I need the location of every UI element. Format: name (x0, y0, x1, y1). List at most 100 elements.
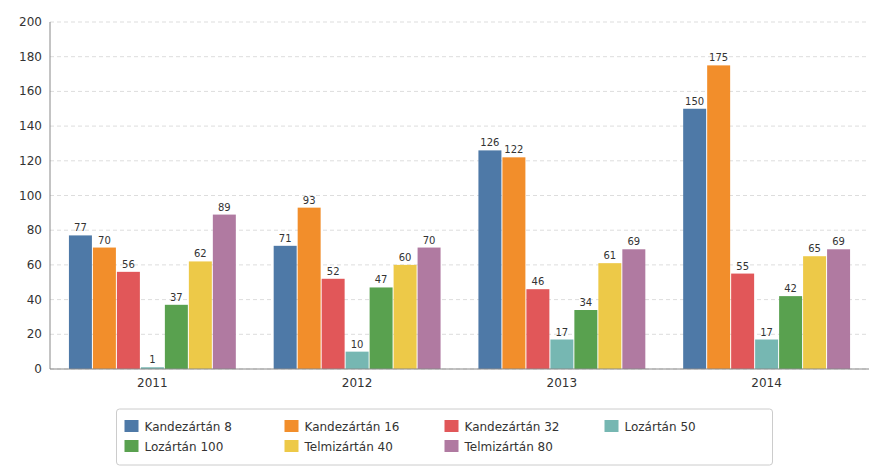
bar (274, 246, 297, 369)
grid-line (50, 195, 869, 196)
data-label: 52 (327, 266, 340, 277)
grid (50, 22, 869, 369)
bar (189, 261, 212, 369)
data-label: 17 (760, 327, 773, 338)
bar (526, 289, 549, 369)
bar (502, 157, 525, 369)
legend-swatch (285, 420, 299, 432)
data-label: 89 (218, 202, 231, 213)
data-label: 61 (603, 250, 616, 261)
data-label: 37 (170, 292, 183, 303)
y-tick-label: 0 (34, 362, 42, 376)
grid-line (50, 369, 869, 370)
bar (165, 305, 188, 369)
data-label: 65 (808, 243, 821, 254)
bar (117, 272, 140, 369)
bar (598, 263, 621, 369)
x-tick-label: 2011 (137, 376, 168, 390)
legend-frame (117, 409, 773, 465)
bar (755, 340, 778, 369)
bars (69, 65, 850, 369)
x-axis-line (50, 369, 869, 370)
y-tick-label: 160 (19, 84, 42, 98)
x-tick-label: 2013 (547, 376, 578, 390)
bar (394, 265, 417, 369)
legend-swatch (125, 440, 139, 452)
data-label: 126 (480, 137, 499, 148)
bar (707, 65, 730, 369)
legend-label: Kandezártán 16 (305, 420, 400, 434)
data-label: 46 (532, 276, 545, 287)
bar (574, 310, 597, 369)
legend-label: Kandezártán 32 (465, 420, 560, 434)
y-tick-label: 140 (19, 119, 42, 133)
bar (346, 352, 369, 369)
data-label: 70 (98, 235, 111, 246)
bar (803, 256, 826, 369)
legend: Kandezártán 8 Kandezártán 16 Kandezártán 3… (117, 409, 773, 465)
legend-swatch (605, 420, 619, 432)
bar (298, 208, 321, 369)
data-label: 10 (351, 339, 364, 350)
data-label: 150 (685, 96, 704, 107)
x-tick-label: 2012 (342, 376, 373, 390)
bar (779, 296, 802, 369)
data-label: 60 (399, 252, 412, 263)
legend-label: Telmizártán 40 (304, 440, 393, 454)
legend-swatch (285, 440, 299, 452)
bar (683, 109, 706, 369)
bar (370, 287, 393, 369)
data-labels: 77 71 126 150 70 93 122 175 56 52 46 55 1 10 17 17 37 47 3… (74, 52, 845, 365)
bar (213, 215, 236, 369)
bar (550, 340, 573, 369)
data-label: 42 (784, 283, 797, 294)
data-label: 175 (709, 52, 728, 63)
data-label: 34 (579, 297, 592, 308)
bar (622, 249, 645, 369)
data-label: 17 (556, 327, 569, 338)
legend-label: Lozártán 100 (145, 440, 224, 454)
bar (827, 249, 850, 369)
data-label: 77 (74, 222, 87, 233)
bar (418, 248, 441, 369)
legend-swatch (445, 440, 459, 452)
data-label: 1 (149, 354, 155, 365)
legend-label: Kandezártán 8 (145, 420, 232, 434)
data-label: 71 (279, 233, 292, 244)
data-label: 55 (736, 261, 749, 272)
chart: 0204060801001201401601802007771126150709… (0, 0, 889, 473)
grid-line (50, 91, 869, 92)
bar (731, 274, 754, 369)
data-label: 69 (627, 236, 640, 247)
bar (322, 279, 345, 369)
data-label: 70 (423, 235, 436, 246)
grid-line (50, 160, 869, 161)
y-tick-label: 100 (19, 189, 42, 203)
y-tick-label: 20 (27, 327, 42, 341)
x-tick-label: 2014 (751, 376, 782, 390)
x-axis: 2011 2012 2013 2014 (50, 369, 869, 390)
legend-label: Lozártán 50 (625, 420, 696, 434)
y-tick-label: 40 (27, 293, 42, 307)
data-label: 62 (194, 248, 207, 259)
legend-label: Telmizártán 80 (464, 440, 553, 454)
y-tick-label: 120 (19, 154, 42, 168)
bar (93, 248, 116, 369)
y-axis: 0 20 40 60 80 100 120 140 160 180 200 (19, 15, 50, 376)
grid-line (50, 230, 869, 231)
y-tick-label: 180 (19, 50, 42, 64)
data-label: 122 (504, 144, 523, 155)
grid-line (50, 56, 869, 57)
data-label: 93 (303, 195, 316, 206)
y-axis-line (50, 22, 51, 369)
chart-container: 0204060801001201401601802007771126150709… (0, 0, 889, 473)
data-label: 56 (122, 259, 135, 270)
legend-swatch (125, 420, 139, 432)
data-label: 47 (375, 274, 388, 285)
y-tick-label: 80 (27, 223, 42, 237)
y-tick-label: 60 (27, 258, 42, 272)
y-tick-label: 200 (19, 15, 42, 29)
grid-line (50, 22, 869, 23)
legend-swatch (445, 420, 459, 432)
bar (69, 235, 92, 369)
